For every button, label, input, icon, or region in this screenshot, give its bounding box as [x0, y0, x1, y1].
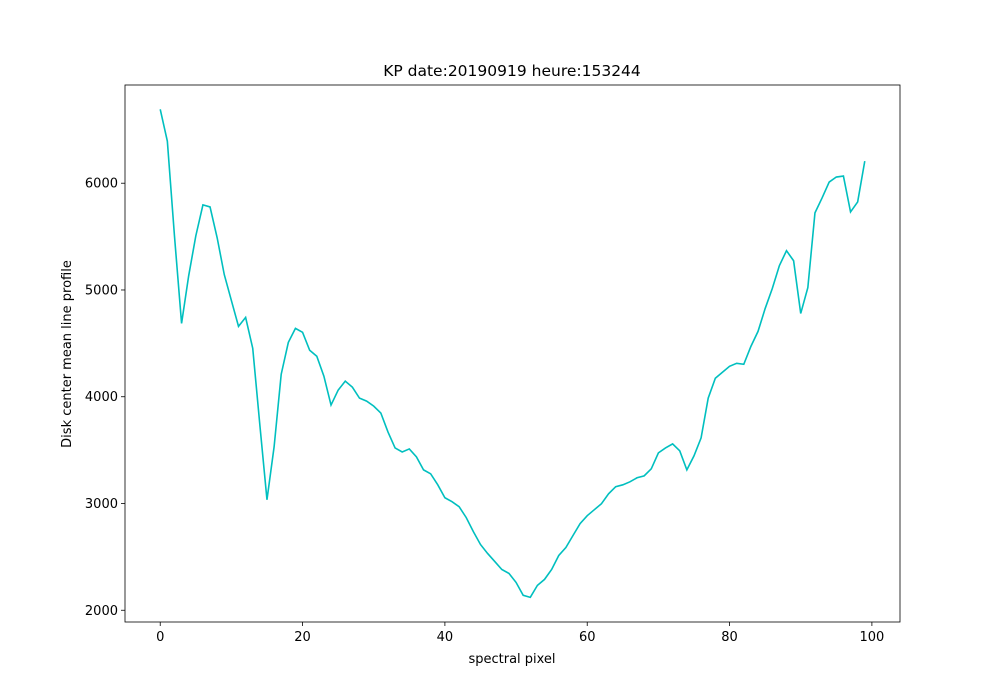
y-tick-label: 4000 [85, 390, 118, 405]
y-tick-label: 6000 [85, 177, 118, 192]
x-tick-label: 100 [859, 630, 884, 645]
plot-frame [124, 84, 901, 623]
x-tick-label: 0 [156, 630, 164, 645]
y-tick-label: 2000 [85, 604, 118, 619]
x-tick-label: 20 [294, 630, 311, 645]
x-tick-label: 80 [721, 630, 738, 645]
y-tick-label: 3000 [85, 497, 118, 512]
y-axis-label: Disk center mean line profile [60, 260, 75, 448]
y-tick-label: 5000 [85, 283, 118, 298]
line-series [159, 109, 866, 599]
x-tick-label: 40 [437, 630, 454, 645]
chart-title: KP date:20190919 heure:153244 [383, 62, 641, 80]
x-tick-label: 60 [579, 630, 596, 645]
x-axis-label: spectral pixel [468, 652, 555, 667]
